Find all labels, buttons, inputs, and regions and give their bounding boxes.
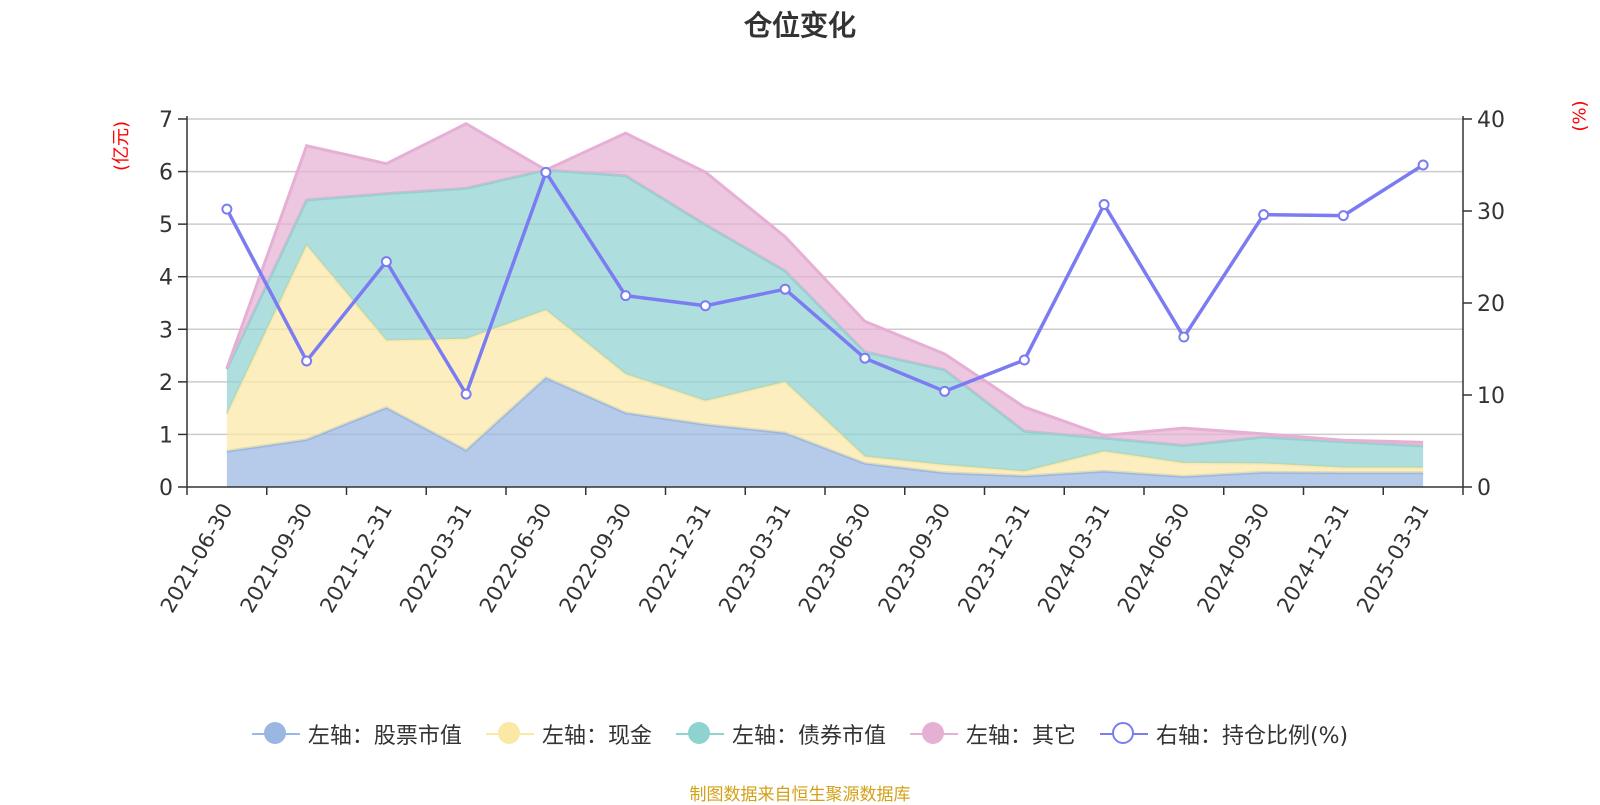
x-tick-label: 2023-03-31 [714, 499, 796, 617]
legend-item-cash[interactable]: 左轴：现金 [485, 718, 652, 750]
ratio-point [1178, 331, 1190, 343]
legend-label: 右轴：持仓比例(%) [1155, 724, 1349, 749]
ratio-point [301, 355, 313, 367]
ratio-point [1337, 210, 1349, 222]
legend-item-other[interactable]: 左轴：其它 [909, 718, 1076, 750]
x-tick-label: 2021-09-30 [236, 499, 318, 617]
legend-circle-icon [251, 722, 300, 746]
x-tick-label: 2024-03-31 [1033, 499, 1115, 617]
ratio-point [939, 385, 951, 397]
y-tick-label-left: 2 [159, 371, 173, 396]
legend-label: 左轴：其它 [965, 724, 1076, 749]
legend-label: 左轴：现金 [541, 724, 652, 749]
area-bond [226, 169, 1424, 472]
chart-legend: 左轴：股票市值 左轴：现金 左轴：债券市值 左轴：其它 右轴：持仓比例(%) [0, 718, 1600, 750]
x-tick-label: 2025-03-31 [1352, 499, 1434, 617]
x-tick-label: 2021-12-31 [315, 499, 397, 617]
ratio-point [1018, 354, 1030, 366]
legend-item-stock[interactable]: 左轴：股票市值 [251, 718, 462, 750]
chart-title: 仓位变化 [743, 9, 856, 42]
legend-label: 左轴：债券市值 [731, 724, 886, 749]
legend-hollow-circle-icon [1099, 722, 1148, 746]
legend-circle-icon [909, 722, 958, 746]
ratio-point [779, 283, 791, 295]
area-other [226, 123, 1424, 446]
y-tick-label-left: 4 [159, 266, 173, 291]
legend-label: 左轴：股票市值 [307, 724, 462, 749]
y-tick-label-left: 3 [159, 318, 173, 343]
x-tick-label: 2023-09-30 [874, 499, 956, 617]
ratio-point [540, 166, 552, 178]
y-tick-label-left: 1 [159, 423, 173, 448]
x-tick-label: 2022-12-31 [634, 499, 716, 617]
x-tick-label: 2022-03-31 [395, 499, 477, 617]
ratio-point [620, 290, 632, 302]
x-tick-label: 2024-09-30 [1193, 499, 1275, 617]
ratio-point [1098, 199, 1110, 211]
ratio-point [1258, 209, 1270, 221]
y-tick-label-right: 10 [1477, 384, 1505, 409]
x-tick-label: 2022-09-30 [555, 499, 637, 617]
legend-item-ratio[interactable]: 右轴：持仓比例(%) [1099, 718, 1349, 750]
y-tick-label-left: 6 [159, 161, 173, 186]
legend-item-bond[interactable]: 左轴：债券市值 [675, 718, 886, 750]
y-tick-label-right: 20 [1477, 292, 1505, 317]
ratio-point [859, 352, 871, 364]
x-tick-label: 2023-12-31 [953, 499, 1035, 617]
ratio-line [225, 163, 1425, 396]
area-stock [226, 377, 1424, 487]
y-tick-label-left: 0 [159, 476, 173, 501]
y-tick-label-right: 0 [1477, 476, 1491, 501]
ratio-point [221, 203, 233, 215]
x-tick-label: 2024-12-31 [1272, 499, 1354, 617]
y-tick-label-right: 30 [1477, 200, 1505, 225]
data-source-note: 制图数据来自恒生聚源数据库 [689, 785, 911, 805]
ratio-point [380, 256, 392, 268]
x-tick-label: 2024-06-30 [1113, 499, 1195, 617]
ratio-point [1417, 159, 1429, 171]
y-tick-label-right: 40 [1477, 108, 1505, 133]
legend-circle-icon [675, 722, 724, 746]
y-tick-label-left: 5 [159, 213, 173, 238]
area-edge-other [225, 122, 1424, 444]
area-cash [226, 245, 1424, 477]
ratio-point [460, 388, 472, 400]
position-chart: 012345670102030402021-06-302021-09-30202… [156, 108, 1505, 617]
x-tick-label: 2021-06-30 [156, 499, 238, 617]
y-tick-label-left: 7 [159, 108, 173, 133]
ratio-point [699, 300, 711, 312]
x-tick-label: 2023-06-30 [794, 499, 876, 617]
x-tick-label: 2022-06-30 [475, 499, 557, 617]
legend-circle-icon [485, 722, 534, 746]
